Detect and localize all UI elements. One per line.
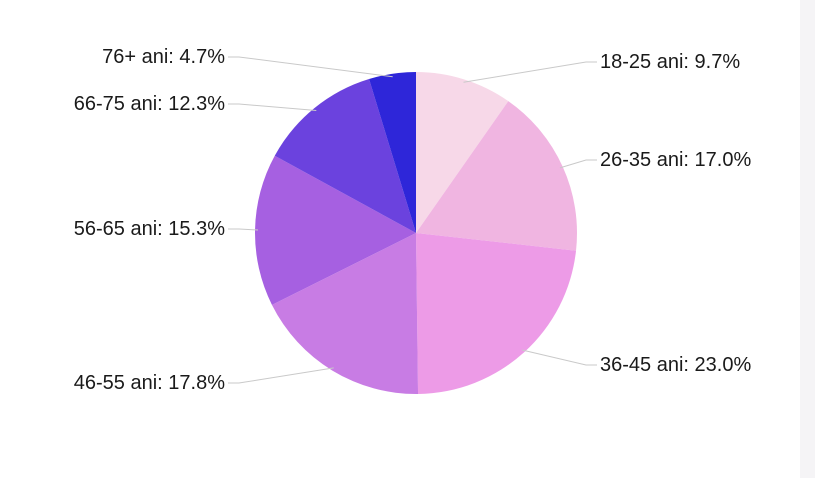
slice-label-18-25-ani: 18-25 ani: 9.7% xyxy=(600,51,741,73)
leader-line-66-75-ani xyxy=(228,103,317,111)
slice-label-56-65-ani: 56-65 ani: 15.3% xyxy=(73,218,225,240)
pie-slice-46-55-ani[interactable] xyxy=(271,233,419,395)
slice-label-46-55-ani: 46-55 ani: 17.8% xyxy=(73,372,225,394)
leader-line-18-25-ani xyxy=(463,61,597,83)
pie-slice-26-35-ani[interactable] xyxy=(416,101,577,251)
pie-slice-66-75-ani[interactable] xyxy=(274,79,416,233)
pie-slice-36-45-ani[interactable] xyxy=(416,233,577,394)
leader-line-26-35-ani xyxy=(559,159,597,169)
leader-line-36-45-ani xyxy=(521,349,597,366)
slice-label-26-35-ani: 26-35 ani: 17.0% xyxy=(600,149,752,171)
slice-label-66-75-ani: 66-75 ani: 12.3% xyxy=(73,93,225,115)
pie-slice-56-65-ani[interactable] xyxy=(254,155,416,305)
pie-slice-18-25-ani[interactable] xyxy=(416,72,509,233)
slice-label-76-ani: 76+ ani: 4.7% xyxy=(102,46,225,68)
scrollbar-track[interactable] xyxy=(800,0,815,478)
leader-line-56-65-ani xyxy=(228,228,259,231)
leader-line-76-ani xyxy=(228,56,393,78)
pie-slice-76-ani[interactable] xyxy=(369,72,416,233)
leader-line-46-55-ani xyxy=(228,367,334,384)
slice-label-36-45-ani: 36-45 ani: 23.0% xyxy=(600,354,752,376)
